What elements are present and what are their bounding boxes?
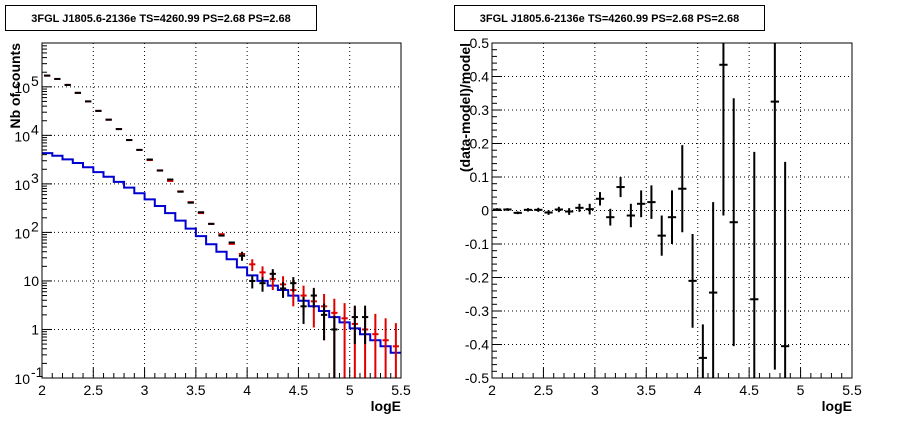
y-tick-label: 10: [14, 128, 30, 144]
y-tick-label: 10: [23, 273, 39, 289]
residual-point: [709, 202, 718, 378]
left-chart-title: 3FGL J1805.6-2136e TS=4260.99 PS=2.68 PS…: [5, 5, 317, 31]
residual-point: [503, 208, 512, 211]
residual-point: [770, 43, 779, 370]
data-point: [259, 277, 266, 292]
residual-point: [678, 145, 687, 233]
model-marker: [382, 318, 389, 378]
data-point: [279, 282, 287, 298]
y-tick-exponent: -1: [31, 364, 44, 380]
data-point: [238, 251, 246, 261]
model-marker: [392, 323, 399, 378]
x-tick-label: 4: [694, 382, 702, 398]
y-tick-label: 0.2: [470, 136, 490, 152]
residual-point: [534, 207, 543, 212]
y-tick-label: 0.1: [470, 169, 490, 185]
x-tick-label: 3.5: [637, 382, 657, 398]
y-tick-label: -0.2: [465, 270, 489, 286]
residual-point: [606, 208, 615, 226]
residual-point: [585, 203, 594, 215]
residual-point: [523, 208, 533, 212]
x-tick-label: 4.5: [739, 382, 759, 398]
y-tick-label: 10: [14, 371, 30, 387]
model-marker: [341, 303, 348, 378]
x-tick-label: 2.5: [534, 382, 554, 398]
data-point: [249, 275, 256, 289]
y-tick-label: 1: [31, 321, 39, 337]
x-tick-label: 2: [488, 382, 496, 398]
residual-point: [513, 211, 522, 215]
y-axis-title: Nb of counts: [7, 43, 23, 129]
residual-point: [667, 190, 677, 244]
x-axis-title: logE: [371, 398, 401, 414]
y-tick-label: -0.5: [465, 370, 489, 386]
data-point: [269, 269, 276, 280]
data-point: [320, 303, 328, 341]
x-tick-label: 5: [346, 382, 354, 398]
y-tick-label: 0: [481, 203, 489, 219]
data-point: [310, 287, 317, 308]
y-tick-label: 0.5: [470, 35, 490, 51]
y-tick-label: -0.4: [465, 337, 489, 353]
residual-point: [657, 215, 666, 256]
y-tick-exponent: 4: [31, 121, 39, 137]
x-tick-label: 3: [591, 382, 599, 398]
x-tick-label: 5: [797, 382, 805, 398]
y-tick-label: -0.1: [465, 236, 489, 252]
residual-point: [698, 324, 707, 378]
model-marker: [372, 313, 379, 378]
residual-point: [647, 185, 656, 219]
y-tick-label: 10: [14, 225, 30, 241]
y-tick-label: 0.4: [470, 69, 490, 85]
source-component-step-line: [42, 152, 401, 354]
y-axis-title: (data-model)/model: [457, 43, 473, 172]
residual-point: [688, 233, 697, 328]
y-tick-exponent: 5: [31, 73, 39, 89]
data-point: [361, 305, 369, 345]
left-plot-frame: [41, 42, 402, 379]
x-tick-label: 4: [243, 382, 251, 398]
x-tick-label: 5.5: [842, 382, 862, 398]
residual-point: [781, 161, 790, 378]
residuals-plot: 2 2.5 3 3.5 4 4.5 5 5.5 -0.5 -0.4 -0.3 -0.2 -0.1 0 0.1…: [457, 35, 862, 414]
data-point: [300, 296, 307, 324]
residual-point: [719, 43, 728, 216]
x-tick-label: 5.5: [391, 382, 411, 398]
residual-point: [750, 151, 759, 378]
residual-point: [595, 192, 605, 206]
data-point: [351, 305, 358, 345]
model-marker: [249, 259, 256, 272]
y-tick-label: 10: [14, 177, 30, 193]
data-point: [331, 315, 338, 378]
x-axis-title: logE: [822, 398, 852, 414]
residual-point: [616, 177, 625, 198]
residual-point: [729, 98, 738, 347]
y-tick-exponent: 3: [31, 170, 39, 186]
data-point: [290, 277, 297, 292]
x-tick-label: 2: [38, 382, 46, 398]
x-tick-label: 4.5: [289, 382, 309, 398]
y-tick-exponent: 2: [31, 218, 39, 234]
residual-point: [626, 203, 635, 228]
residual-point: [554, 206, 563, 213]
y-tick-label: 0.3: [470, 102, 490, 118]
residual-point: [575, 203, 584, 212]
residual-point: [637, 190, 646, 218]
y-tick-label: 10: [14, 80, 30, 96]
residual-point: [565, 208, 574, 215]
x-tick-label: 3: [141, 382, 149, 398]
right-chart-title: 3FGL J1805.6-2136e TS=4260.99 PS=2.68 PS…: [454, 5, 765, 31]
residual-point: [544, 210, 553, 215]
x-tick-label: 3.5: [186, 382, 206, 398]
x-tick-label: 2.5: [84, 382, 104, 398]
y-tick-label: -0.3: [465, 303, 489, 319]
